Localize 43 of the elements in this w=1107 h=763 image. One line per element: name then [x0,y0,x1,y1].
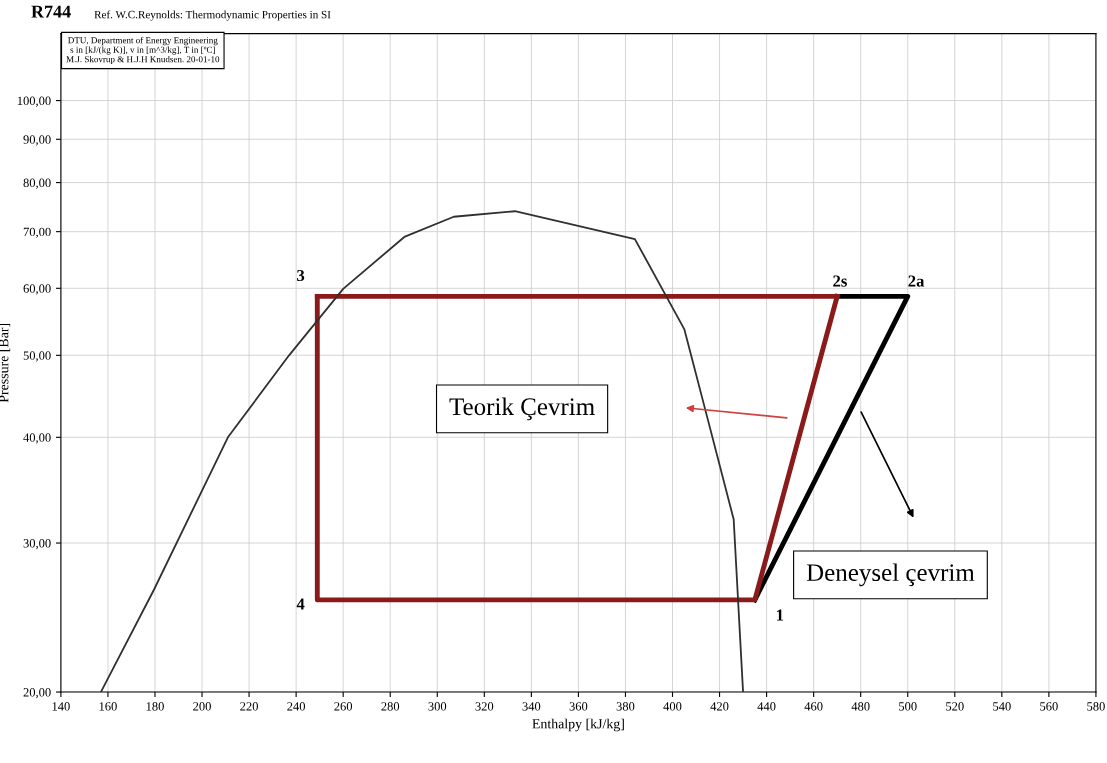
y-tick-label: 70,00 [23,227,51,238]
chart-title: R744 [31,5,71,18]
x-tick-label: 440 [757,702,776,711]
x-tick-label: 300 [428,702,447,711]
annotation: 1 [777,609,784,621]
x-tick-label: 280 [381,702,400,711]
x-tick-label: 340 [522,702,541,711]
x-axis-title: Enthalpy [kJ/kg] [532,718,624,732]
x-tick-label: 380 [616,702,635,711]
x-tick-label: 320 [475,702,494,711]
x-tick-label: 400 [663,702,682,711]
annotation: 4 [296,598,305,610]
x-tick-label: 360 [569,702,588,711]
x-tick-label: 420 [710,702,729,711]
y-tick-label: 100,00 [17,96,51,107]
annotation: Teorik Çevrim [449,397,595,421]
x-tick-label: 160 [99,702,117,711]
annotation: 2s [833,275,847,287]
x-tick-label: 500 [899,702,917,711]
x-tick-label: 180 [146,702,164,711]
x-tick-label: 520 [946,702,964,711]
y-tick-label: 60,00 [23,284,51,295]
y-tick-label: 20,00 [23,688,51,699]
annotation: 3 [297,269,305,282]
y-tick-label: 90,00 [23,135,51,146]
annotation: DTU, Department of Energy Engineering s in [kJ/(kg K)], v in [m^3/kg], T in [ºC] M.J. Skovrup & H.J.H Knudsen. 20-01-10 [66,36,220,65]
chart-subtitle: Ref. W.C.Reynolds: Thermodynamic Properties in SI [94,10,331,21]
x-tick-label: 480 [851,702,870,711]
y-tick-label: 30,00 [23,539,51,550]
annotation: Deneysel çevrim [806,563,975,587]
y-tick-label: 40,00 [23,433,51,444]
y-tick-label: 50,00 [23,351,51,362]
x-tick-label: 200 [193,702,211,711]
x-tick-label: 540 [993,702,1011,711]
y-tick-label: 80,00 [23,178,51,189]
x-tick-label: 220 [240,702,258,711]
x-tick-label: 260 [334,702,353,711]
x-tick-label: 240 [287,702,306,711]
x-tick-label: 140 [52,702,70,711]
x-tick-label: 560 [1040,702,1058,711]
x-tick-label: 580 [1087,702,1105,711]
annotation: 2a [908,275,925,287]
x-tick-label: 460 [804,702,823,711]
